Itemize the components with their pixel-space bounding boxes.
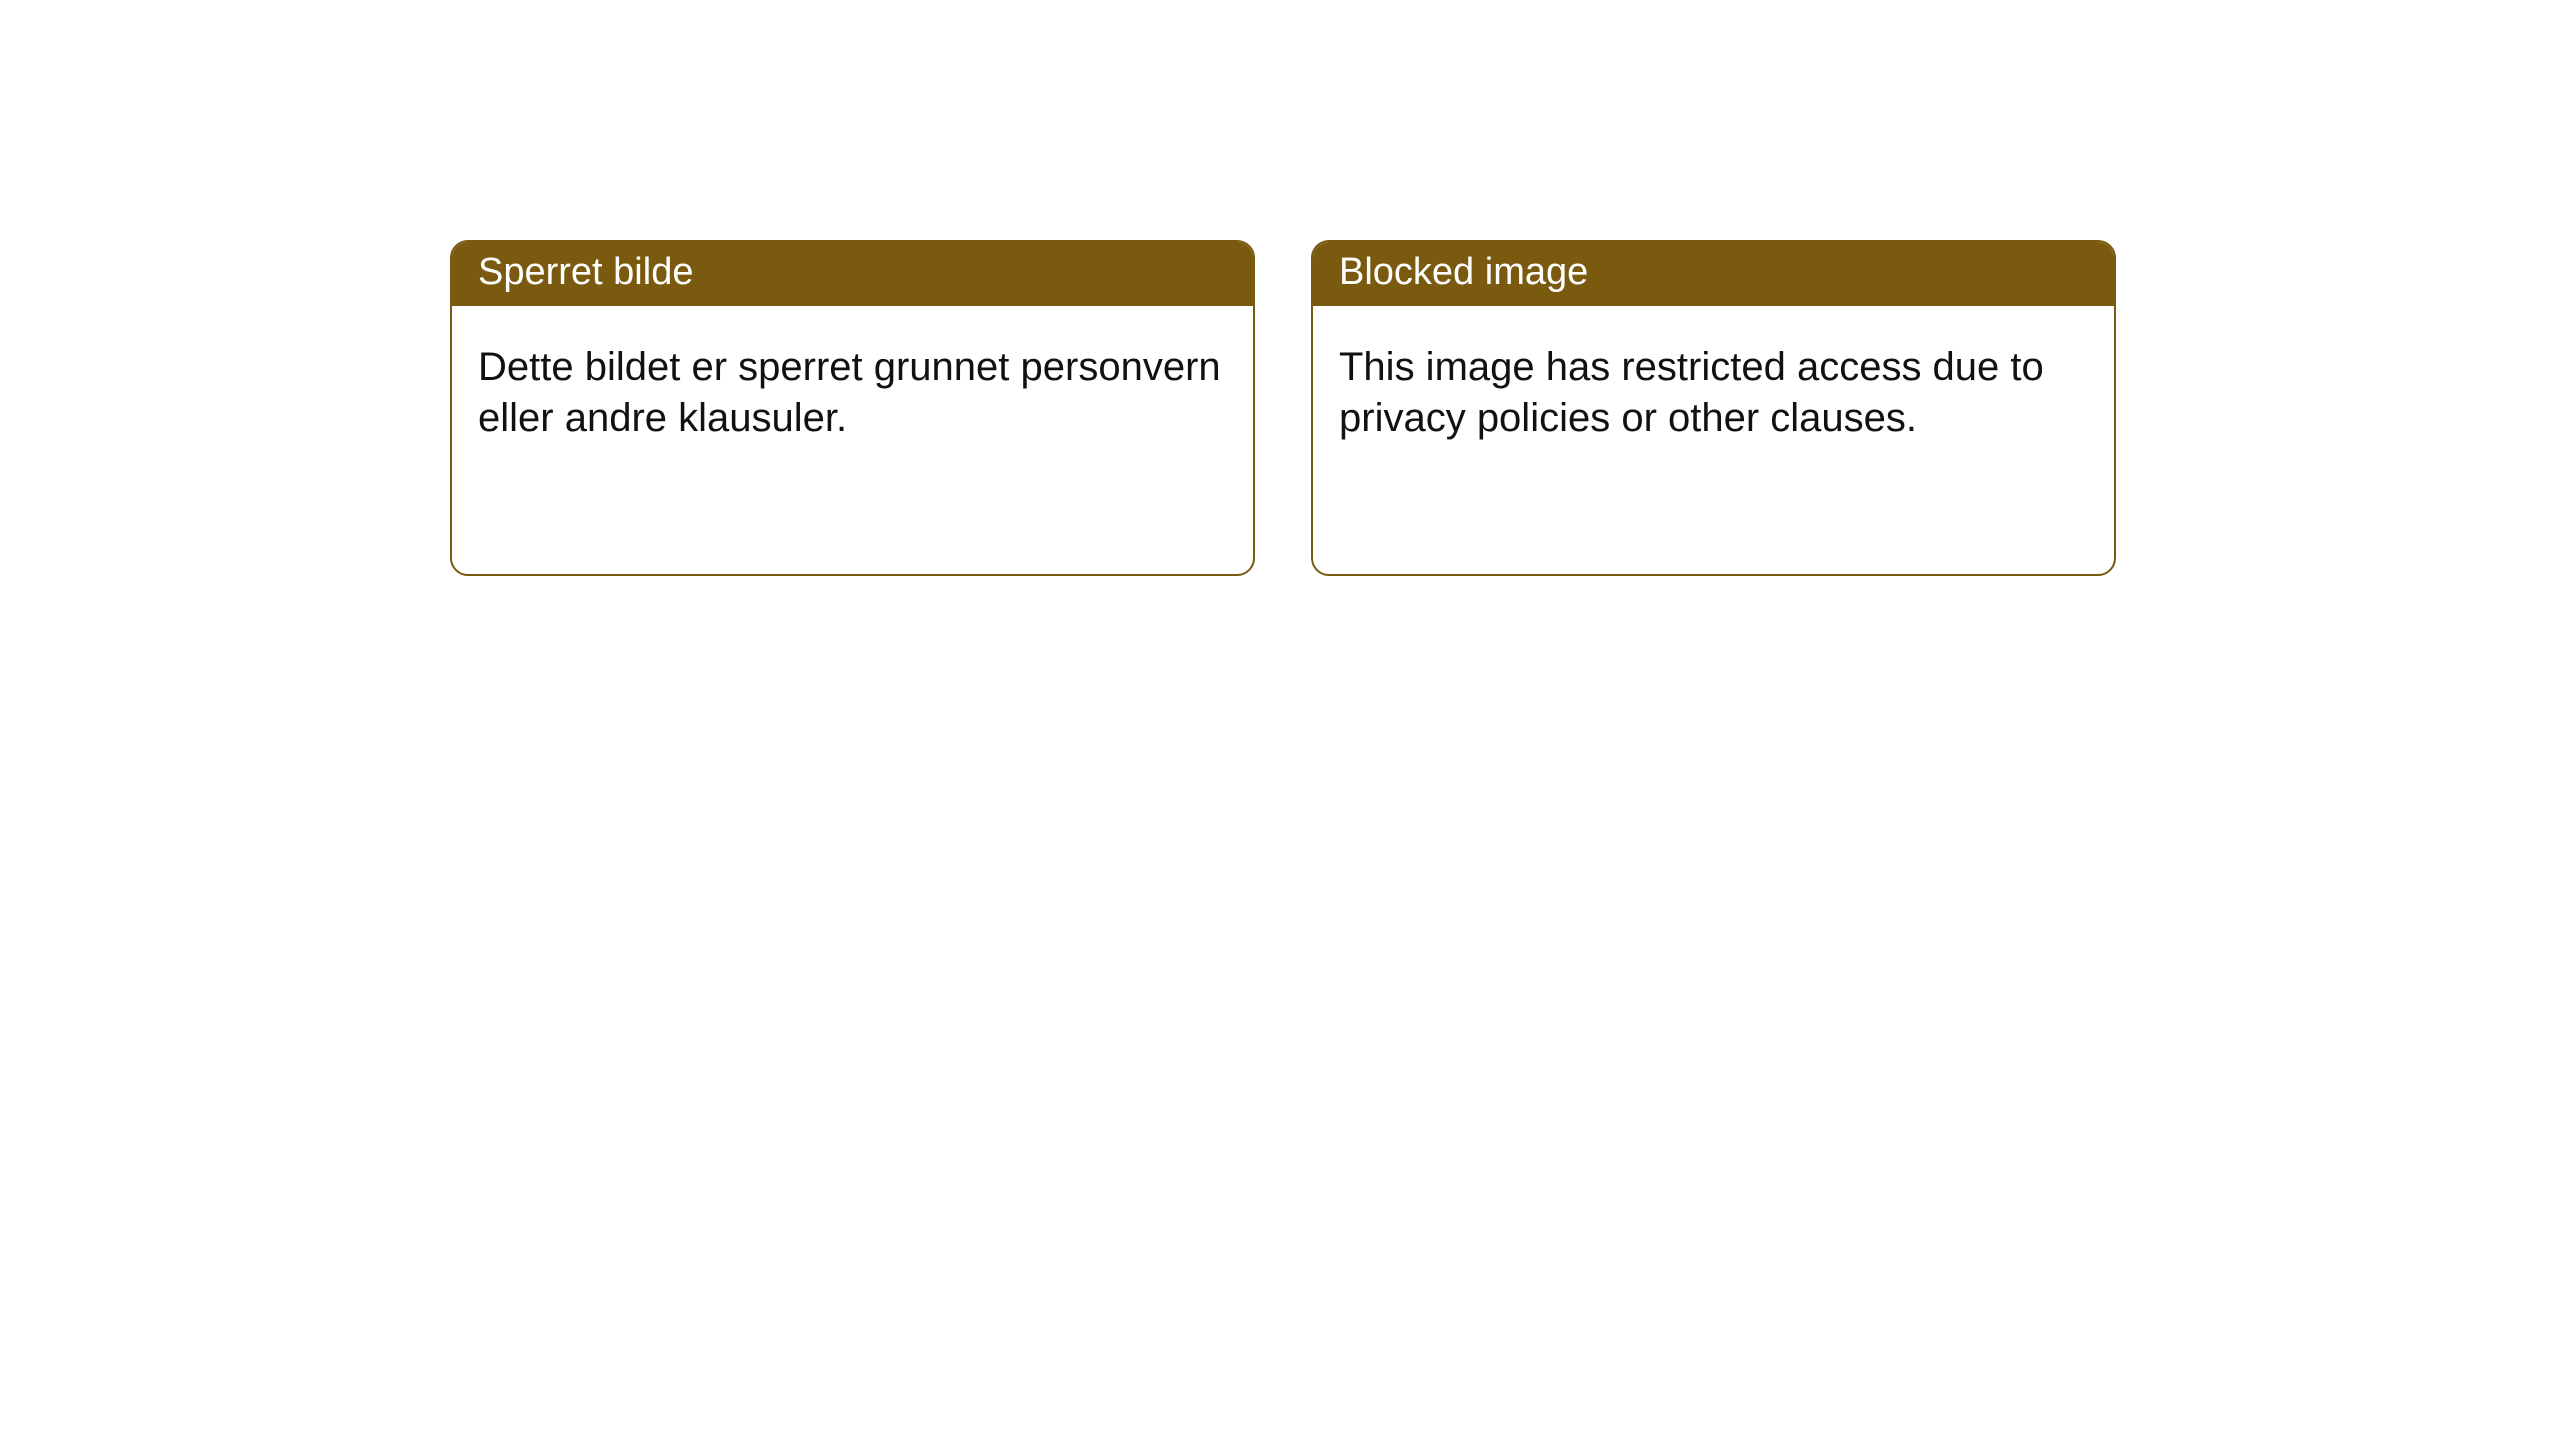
card-title-en: Blocked image — [1313, 242, 2114, 306]
card-body-en: This image has restricted access due to … — [1313, 306, 2114, 480]
card-body-no: Dette bildet er sperret grunnet personve… — [452, 306, 1253, 480]
blocked-image-card-en: Blocked image This image has restricted … — [1311, 240, 2116, 576]
card-title-no: Sperret bilde — [452, 242, 1253, 306]
blocked-image-card-no: Sperret bilde Dette bildet er sperret gr… — [450, 240, 1255, 576]
notice-container: Sperret bilde Dette bildet er sperret gr… — [0, 0, 2560, 576]
